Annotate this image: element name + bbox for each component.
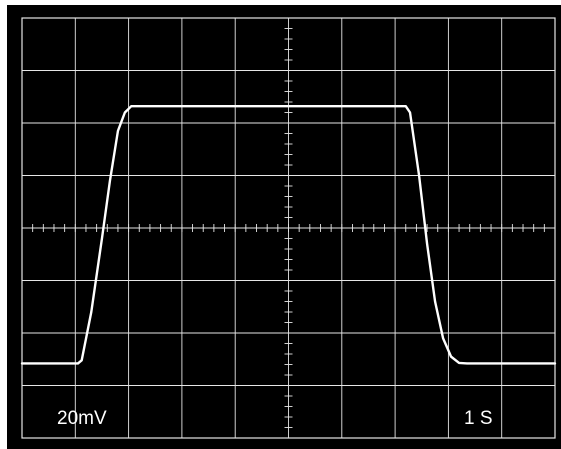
signal-trace — [20, 105, 557, 365]
time-per-division-label: 1 S — [464, 408, 493, 429]
graticule — [21, 17, 556, 439]
scope-screen — [7, 5, 561, 449]
volts-per-division-label: 20mV — [57, 408, 107, 429]
trace-layer — [20, 105, 557, 365]
